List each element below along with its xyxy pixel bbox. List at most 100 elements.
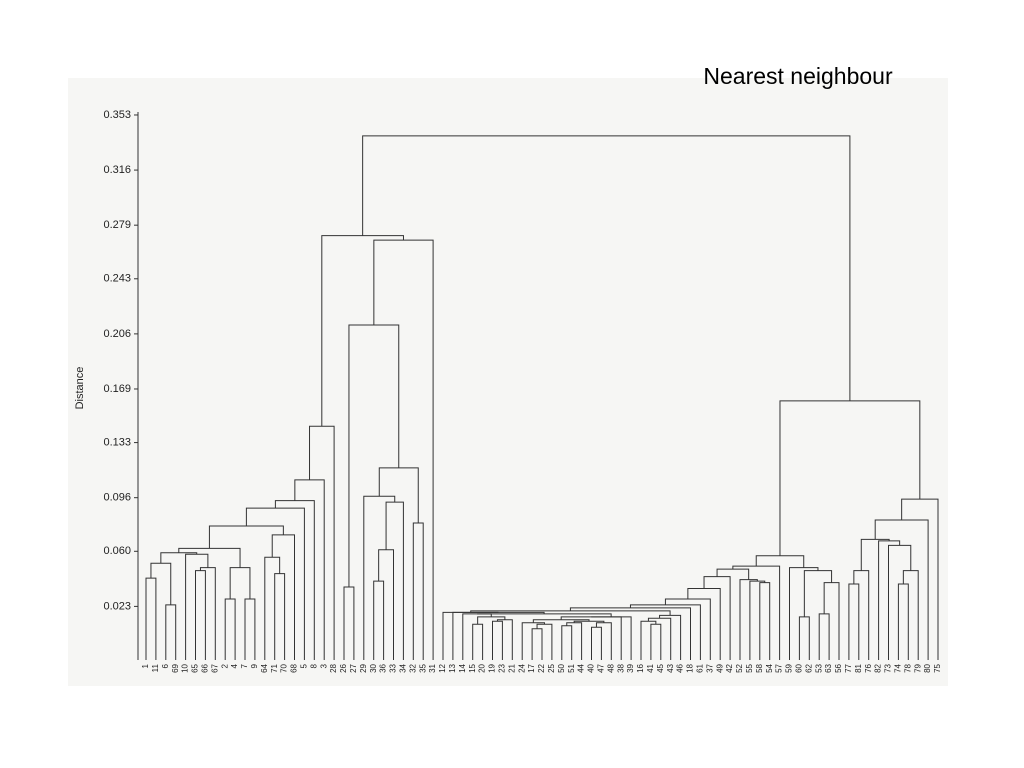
- leaf-label: 78: [903, 663, 912, 672]
- leaf-label: 39: [626, 663, 635, 672]
- leaf-label: 33: [389, 663, 398, 672]
- dendrogram-link: [732, 565, 781, 660]
- leaf-label: 80: [923, 663, 932, 672]
- dendrogram-link: [878, 540, 901, 660]
- leaf-label: 8: [309, 663, 318, 668]
- leaf-label: 20: [478, 663, 487, 672]
- leaf-label: 35: [418, 663, 427, 672]
- y-tick-label: 0.353: [103, 109, 131, 121]
- dendrogram-link: [573, 620, 605, 623]
- leaf-label: 40: [587, 663, 596, 672]
- leaf-label: 79: [913, 663, 922, 672]
- leaf-label: 6: [161, 663, 170, 668]
- leaf-label: 75: [933, 663, 942, 672]
- leaf-label: 29: [359, 663, 368, 672]
- leaf-label: 23: [498, 663, 507, 672]
- dendrogram-link: [703, 576, 731, 660]
- y-tick-label: 0.169: [103, 383, 131, 395]
- dendrogram-link: [229, 567, 251, 599]
- leaf-label: 45: [656, 663, 665, 672]
- leaf-label: 41: [646, 663, 655, 672]
- dendrogram-link: [536, 623, 553, 660]
- dendrogram-link: [343, 586, 355, 660]
- leaf-label: 4: [230, 663, 239, 668]
- leaf-label: 69: [171, 663, 180, 672]
- dendrogram-link: [145, 577, 157, 660]
- leaf-label: 73: [884, 663, 893, 672]
- y-tick-label: 0.133: [103, 436, 131, 448]
- y-tick-label: 0.023: [103, 600, 131, 612]
- leaf-label: 9: [250, 663, 259, 668]
- leaf-label: 30: [369, 663, 378, 672]
- dendrogram-link: [363, 495, 396, 660]
- dendrogram-link: [492, 620, 503, 660]
- leaf-label: 65: [191, 663, 200, 672]
- leaf-label: 64: [260, 663, 269, 672]
- leaf-label: 10: [181, 663, 190, 672]
- dendrogram-link: [245, 507, 305, 660]
- leaf-label: 38: [616, 663, 625, 672]
- dendrogram-link: [309, 425, 335, 660]
- dendrogram-link: [470, 610, 671, 616]
- leaf-label: 68: [290, 663, 299, 672]
- leaf-label: 11: [151, 663, 160, 672]
- leaf-label: 49: [715, 663, 724, 672]
- chart-title: Nearest neighbour: [703, 63, 893, 89]
- leaf-label: 27: [349, 663, 358, 672]
- y-tick-label: 0.206: [103, 328, 131, 340]
- leaf-label: 24: [517, 663, 526, 672]
- leaf-label: 74: [894, 663, 903, 672]
- leaf-label: 81: [854, 663, 863, 672]
- dendrogram-link: [224, 598, 236, 660]
- leaf-label: 59: [785, 663, 794, 672]
- scan-background: [68, 78, 948, 686]
- leaf-label: 14: [458, 663, 467, 672]
- leaf-label: 63: [824, 663, 833, 672]
- dendrogram-link: [560, 616, 622, 660]
- leaf-label: 17: [527, 663, 536, 672]
- leaf-label: 36: [379, 663, 388, 672]
- leaf-label: 32: [408, 663, 417, 672]
- dendrogram-link: [244, 598, 256, 660]
- leaf-label: 82: [874, 663, 883, 672]
- leaf-label: 57: [775, 663, 784, 672]
- dendrogram-link: [321, 235, 404, 427]
- leaf-label: 16: [636, 663, 645, 672]
- dendrogram-link: [199, 567, 216, 660]
- leaf-label: 21: [507, 663, 516, 672]
- dendrogram-link: [521, 622, 545, 660]
- leaf-label: 52: [735, 663, 744, 672]
- leaf-label: 1: [141, 663, 150, 668]
- leaf-label: 44: [577, 663, 586, 672]
- leaf-label: 48: [606, 663, 615, 672]
- dendrogram-link: [442, 611, 499, 660]
- y-tick-label: 0.060: [103, 545, 131, 557]
- leaf-label: 37: [705, 663, 714, 672]
- dendrogram-link: [185, 553, 209, 660]
- leaf-label: 25: [547, 663, 556, 672]
- y-tick-label: 0.316: [103, 164, 131, 176]
- dendrogram-link: [874, 519, 929, 660]
- leaf-label: 77: [844, 663, 853, 672]
- leaf-label: 5: [300, 663, 309, 668]
- leaf-label: 50: [557, 663, 566, 672]
- y-tick-label: 0.243: [103, 273, 131, 285]
- leaf-label: 71: [270, 663, 279, 672]
- dendrogram-link: [687, 588, 721, 660]
- leaf-label: 66: [201, 663, 210, 672]
- leaf-label: 31: [428, 663, 437, 672]
- leaf-label: 34: [399, 663, 408, 672]
- y-tick-label: 0.096: [103, 492, 131, 504]
- dendrogram-link: [789, 567, 819, 660]
- leaf-label: 7: [240, 663, 249, 668]
- leaf-label: 22: [537, 663, 546, 672]
- dendrogram-link: [566, 622, 583, 660]
- dendrogram-link: [650, 623, 662, 660]
- leaf-label: 15: [468, 663, 477, 672]
- dendrogram-link: [472, 623, 484, 660]
- leaf-label: 56: [834, 663, 843, 672]
- dendrogram-link: [755, 555, 805, 568]
- dendrogram-link: [640, 620, 657, 660]
